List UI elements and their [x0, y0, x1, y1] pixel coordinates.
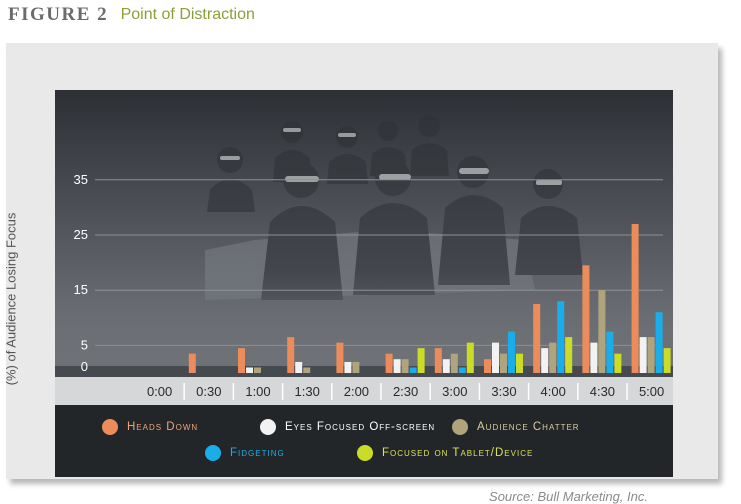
x-axis-strip: [55, 377, 673, 405]
bar: [541, 348, 549, 373]
bar: [442, 359, 450, 373]
bar: [590, 342, 598, 373]
legend-swatch: [260, 419, 276, 435]
bar: [614, 353, 622, 373]
bar: [238, 348, 245, 373]
x-tick-label: 2:00: [344, 384, 369, 399]
legend-label: Eyes Focused Off-screen: [285, 421, 436, 433]
x-tick-labels: 0:00 0:30 1:00 1:30 2:00 2:30 3:00 3:30 4:00 4:30…: [147, 383, 664, 400]
bar: [450, 353, 458, 373]
legend-swatch: [357, 445, 373, 461]
bar: [631, 223, 639, 373]
gridlines: [95, 179, 663, 346]
bar: [533, 304, 541, 373]
source-note: Source: Bull Marketing, Inc.: [489, 489, 648, 504]
x-tick-label: 2:30: [393, 384, 418, 399]
legend-label: Audience Chatter: [477, 421, 580, 433]
y-tick-labels: 0 5 15 25 35: [74, 172, 88, 374]
legend-swatch: [452, 419, 468, 435]
figure-title: Point of Distraction: [120, 6, 255, 23]
bar: [287, 337, 295, 373]
x-tick-label: 1:30: [295, 384, 320, 399]
legend-label: Heads Down: [127, 421, 199, 433]
legend-label: Focused on Tablet/Device: [382, 447, 534, 459]
bar: [295, 361, 303, 373]
bar: [409, 367, 417, 373]
y-tick-label: 5: [81, 337, 88, 352]
bar: [516, 353, 523, 373]
y-axis-label-text: (%) of Audience Losing Focus: [3, 212, 19, 386]
bar: [508, 331, 515, 373]
bar: [352, 361, 360, 373]
legend-background: [55, 405, 673, 477]
bar: [336, 342, 344, 373]
bar: [246, 367, 253, 373]
bar: [417, 348, 425, 373]
y-tick-label: 35: [74, 172, 88, 187]
x-tick-label: 0:00: [147, 384, 172, 399]
bar: [500, 353, 507, 373]
figure-frame: (%) of Audience Losing Focus: [3, 43, 718, 504]
x-tick-label: 4:00: [541, 384, 566, 399]
x-tick-label: 5:00: [639, 384, 664, 399]
bars: [188, 223, 671, 373]
bar: [434, 348, 442, 373]
bar: [393, 359, 401, 373]
bar: [344, 361, 352, 373]
y-tick-label: 0: [81, 359, 88, 374]
bar: [557, 301, 565, 373]
bar: [647, 337, 655, 373]
bar: [385, 353, 393, 373]
bar: [639, 337, 647, 373]
bar: [303, 367, 311, 373]
bar: [254, 367, 261, 373]
y-tick-label: 25: [74, 227, 88, 242]
bar: [565, 337, 573, 373]
x-tick-label: 3:00: [442, 384, 467, 399]
bar: [549, 342, 557, 373]
bar: [188, 353, 196, 373]
bar: [492, 342, 499, 373]
legend-label: Fidgeting: [230, 447, 285, 459]
bar: [582, 265, 590, 373]
x-tick-label: 1:00: [245, 384, 270, 399]
bar: [598, 290, 606, 373]
bar: [606, 331, 614, 373]
x-tick-label: 3:30: [491, 384, 516, 399]
figure-label: FIGURE 2: [8, 4, 109, 25]
bar-chart: 0 5 15 25 35 0:00 0:30 1:00 1:30 2:00 2:30 3:00 3:3…: [55, 90, 673, 477]
legend-swatch: [102, 419, 118, 435]
bar: [655, 312, 663, 373]
bar: [458, 367, 466, 373]
x-tick-label: 0:30: [196, 384, 221, 399]
y-tick-label: 15: [74, 282, 88, 297]
figure-header: FIGURE 2 Point of Distraction: [8, 4, 255, 28]
bar: [401, 359, 409, 373]
bar: [466, 342, 474, 373]
bar: [484, 359, 491, 373]
chart-panel: 0 5 15 25 35 0:00 0:30 1:00 1:30 2:00 2:30 3:00 3:3…: [55, 90, 673, 477]
x-tick-label: 4:30: [590, 384, 615, 399]
bar: [663, 348, 671, 373]
legend-swatch: [205, 445, 221, 461]
